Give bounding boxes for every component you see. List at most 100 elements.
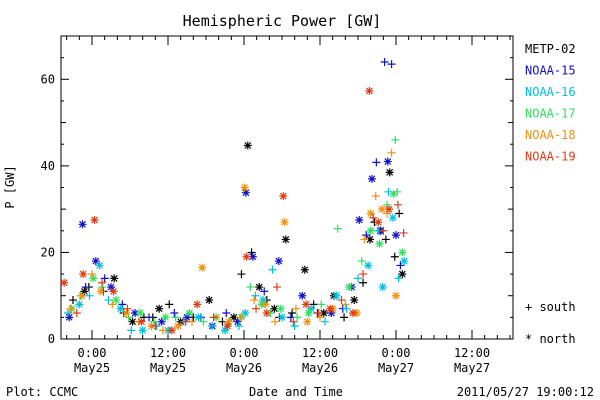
legend-south: + south [525, 300, 576, 314]
x-axis-label: Date and Time [249, 385, 343, 399]
north-marker [194, 313, 203, 322]
south-marker [100, 274, 109, 283]
series-metp-02 [69, 141, 407, 326]
north-marker [300, 265, 309, 274]
south-marker [381, 235, 390, 244]
north-marker [366, 209, 375, 218]
south-marker [124, 313, 133, 322]
x-tick-label-date: May25 [150, 361, 186, 375]
north-marker [248, 252, 257, 261]
south-marker [371, 192, 380, 201]
south-marker [222, 309, 231, 318]
south-marker [209, 313, 218, 322]
plot-timestamp: 2011/05/27 19:00:12 [457, 385, 594, 399]
south-marker [288, 309, 297, 318]
south-marker [393, 200, 402, 209]
north-marker [374, 218, 383, 227]
north-marker [278, 313, 286, 322]
x-tick-label-date: May27 [454, 361, 490, 375]
north-marker [223, 322, 232, 331]
y-axis-label: P [GW] [3, 165, 17, 208]
south-marker [171, 313, 180, 322]
south-marker [63, 309, 72, 318]
south-marker [181, 317, 190, 326]
south-marker [108, 300, 117, 309]
south-marker [268, 265, 277, 274]
north-marker [327, 309, 336, 318]
south-marker [165, 300, 174, 309]
north-marker [398, 248, 407, 257]
north-marker [392, 291, 400, 300]
north-marker [60, 278, 69, 287]
south-marker [360, 235, 369, 244]
south-marker [379, 226, 388, 235]
north-marker [366, 226, 375, 235]
north-marker [378, 205, 387, 214]
south-marker [234, 322, 243, 331]
x-tick-label-time: 0:00 [382, 346, 411, 360]
series-noaa-15 [65, 57, 405, 331]
north-marker [224, 317, 233, 326]
plot-credit: Plot: CCMC [6, 385, 78, 399]
north-marker [366, 235, 375, 244]
x-tick-label-time: 0:00 [230, 346, 259, 360]
south-marker [158, 326, 167, 335]
north-marker [96, 287, 105, 296]
south-marker [359, 278, 368, 287]
north-marker [302, 300, 311, 309]
north-marker [400, 257, 409, 266]
north-marker [350, 296, 359, 305]
legend-entry: NOAA-16 [525, 85, 576, 99]
north-marker [240, 183, 249, 192]
x-tick-label-time: 12:00 [454, 346, 490, 360]
north-marker [185, 309, 194, 318]
south-marker [66, 304, 75, 313]
legend-entry: NOAA-15 [525, 64, 576, 78]
south-marker [399, 228, 408, 237]
north-marker [276, 304, 285, 313]
south-marker [387, 148, 396, 157]
south-marker [391, 135, 400, 144]
north-marker [255, 283, 264, 292]
legend: METP-02 NOAA-15 NOAA-16 NOAA-17 NOAA-18 NOAA-… [525, 42, 576, 164]
x-axis: 0:00May2512:00May250:00May2612:00May260:… [66, 36, 511, 375]
south-marker [291, 304, 300, 313]
north-marker [280, 218, 289, 227]
north-marker [383, 157, 392, 166]
south-marker [260, 287, 269, 296]
south-marker [309, 300, 318, 309]
south-marker [333, 224, 342, 233]
south-marker [362, 231, 371, 240]
legend-entry: METP-02 [525, 42, 576, 56]
north-marker [281, 235, 290, 244]
south-marker [69, 296, 77, 305]
south-marker [354, 274, 362, 283]
north-marker [110, 274, 119, 283]
south-marker [369, 213, 378, 222]
north-marker [122, 309, 131, 318]
south-marker [85, 291, 94, 300]
south-marker [316, 313, 324, 322]
south-marker [372, 158, 381, 167]
north-marker [241, 188, 250, 197]
y-tick-label: 20 [41, 245, 55, 259]
x-tick-label-time: 12:00 [302, 346, 338, 360]
south-marker [127, 326, 136, 335]
north-marker [348, 309, 357, 318]
south-marker [293, 313, 302, 322]
south-marker [317, 300, 326, 309]
chart-title: Hemispheric Power [GW] [183, 12, 382, 30]
north-marker [262, 309, 271, 318]
north-marker [90, 215, 99, 224]
north-marker [167, 326, 176, 335]
north-marker [307, 304, 316, 313]
north-marker [78, 220, 87, 229]
north-marker [95, 261, 104, 270]
south-marker [123, 304, 132, 313]
south-marker [208, 322, 217, 331]
north-marker [332, 291, 341, 300]
south-marker [151, 322, 160, 331]
north-marker [107, 283, 115, 292]
north-marker [375, 239, 384, 248]
series-noaa-17 [67, 135, 407, 326]
